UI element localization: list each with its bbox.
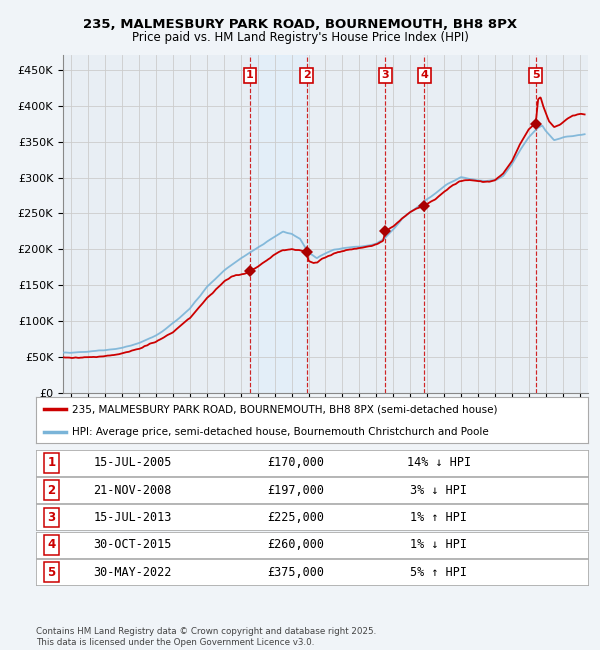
- Text: 30-OCT-2015: 30-OCT-2015: [94, 538, 172, 551]
- Text: 5: 5: [532, 70, 539, 81]
- Text: Contains HM Land Registry data © Crown copyright and database right 2025.
This d: Contains HM Land Registry data © Crown c…: [36, 627, 376, 647]
- Text: 1: 1: [246, 70, 254, 81]
- Text: 5% ↑ HPI: 5% ↑ HPI: [410, 566, 467, 578]
- Text: HPI: Average price, semi-detached house, Bournemouth Christchurch and Poole: HPI: Average price, semi-detached house,…: [72, 426, 488, 437]
- Text: 1% ↑ HPI: 1% ↑ HPI: [410, 511, 467, 524]
- Text: 235, MALMESBURY PARK ROAD, BOURNEMOUTH, BH8 8PX: 235, MALMESBURY PARK ROAD, BOURNEMOUTH, …: [83, 18, 517, 31]
- Text: £197,000: £197,000: [267, 484, 324, 497]
- Text: £170,000: £170,000: [267, 456, 324, 469]
- Text: 21-NOV-2008: 21-NOV-2008: [94, 484, 172, 497]
- Text: 4: 4: [420, 70, 428, 81]
- Text: £260,000: £260,000: [267, 538, 324, 551]
- Text: 15-JUL-2005: 15-JUL-2005: [94, 456, 172, 469]
- Text: 2: 2: [47, 484, 56, 497]
- Text: 235, MALMESBURY PARK ROAD, BOURNEMOUTH, BH8 8PX (semi-detached house): 235, MALMESBURY PARK ROAD, BOURNEMOUTH, …: [72, 404, 497, 414]
- Text: 4: 4: [47, 538, 56, 551]
- Text: 3: 3: [47, 511, 56, 524]
- Text: £375,000: £375,000: [267, 566, 324, 578]
- Text: Price paid vs. HM Land Registry's House Price Index (HPI): Price paid vs. HM Land Registry's House …: [131, 31, 469, 44]
- Text: 1: 1: [47, 456, 56, 469]
- Bar: [250, 55, 307, 393]
- Text: 30-MAY-2022: 30-MAY-2022: [94, 566, 172, 578]
- Text: 15-JUL-2013: 15-JUL-2013: [94, 511, 172, 524]
- Text: 14% ↓ HPI: 14% ↓ HPI: [407, 456, 471, 469]
- Text: 3% ↓ HPI: 3% ↓ HPI: [410, 484, 467, 497]
- Text: 5: 5: [47, 566, 56, 578]
- Text: 3: 3: [382, 70, 389, 81]
- Text: 2: 2: [303, 70, 311, 81]
- Text: 1% ↓ HPI: 1% ↓ HPI: [410, 538, 467, 551]
- Text: £225,000: £225,000: [267, 511, 324, 524]
